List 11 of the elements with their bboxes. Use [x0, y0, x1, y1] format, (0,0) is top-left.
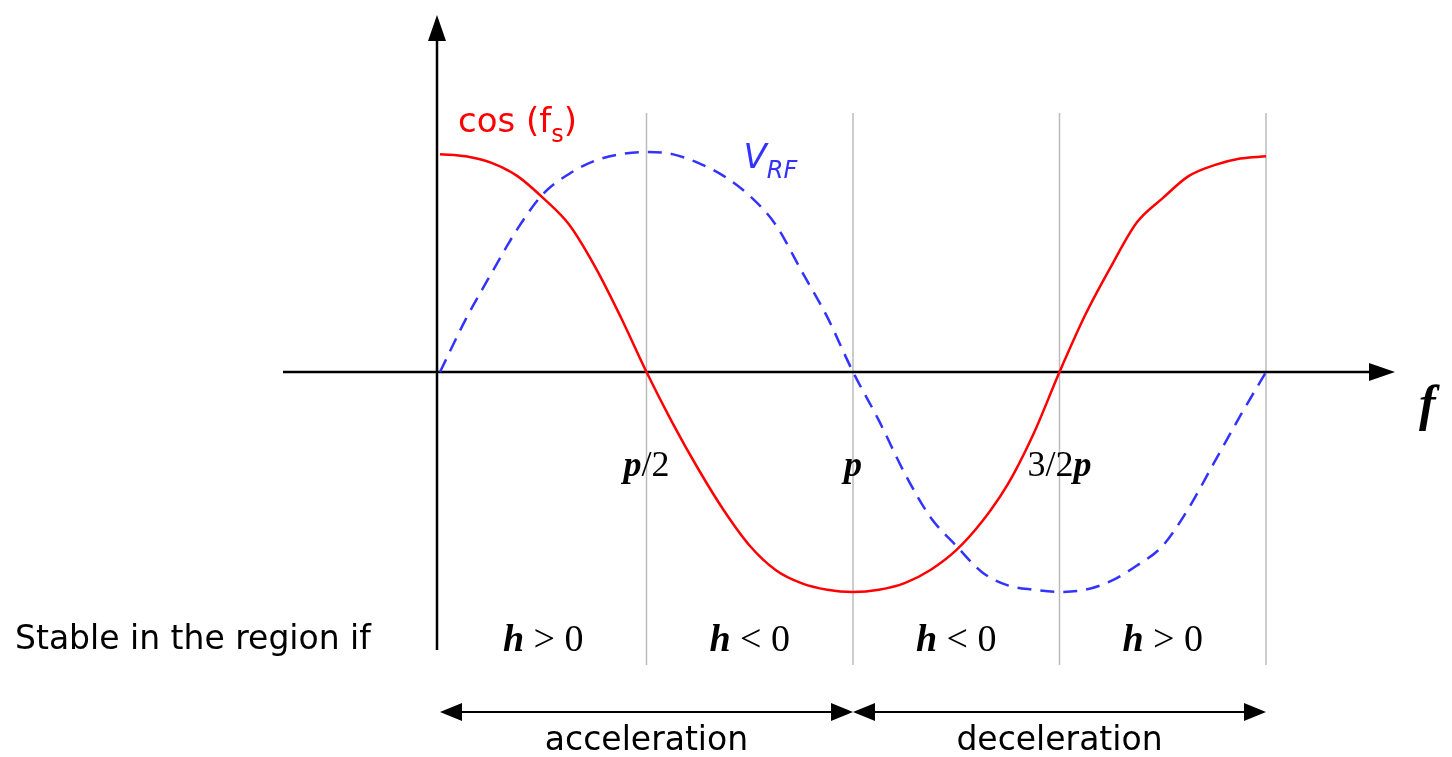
x-axis-title: f: [1419, 374, 1440, 431]
text: h < 0: [915, 617, 997, 659]
x-tick-label: p: [841, 443, 862, 484]
x-tick-label: p/2: [620, 443, 670, 484]
text: h > 0: [1122, 617, 1204, 659]
x-tick-label: 3/2p: [1027, 443, 1092, 484]
text: Stable in the region if: [15, 618, 373, 657]
text: deceleration: [956, 719, 1163, 757]
text: h > 0: [502, 617, 584, 659]
text: h < 0: [709, 617, 791, 659]
text: acceleration: [544, 719, 749, 757]
